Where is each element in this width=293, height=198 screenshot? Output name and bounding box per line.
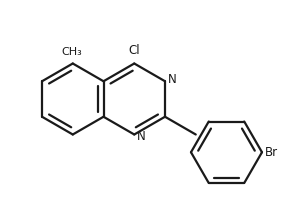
- Text: N: N: [168, 72, 176, 86]
- Text: CH₃: CH₃: [61, 48, 82, 57]
- Text: N: N: [137, 130, 146, 143]
- Text: Cl: Cl: [128, 45, 140, 57]
- Text: Br: Br: [265, 146, 278, 159]
